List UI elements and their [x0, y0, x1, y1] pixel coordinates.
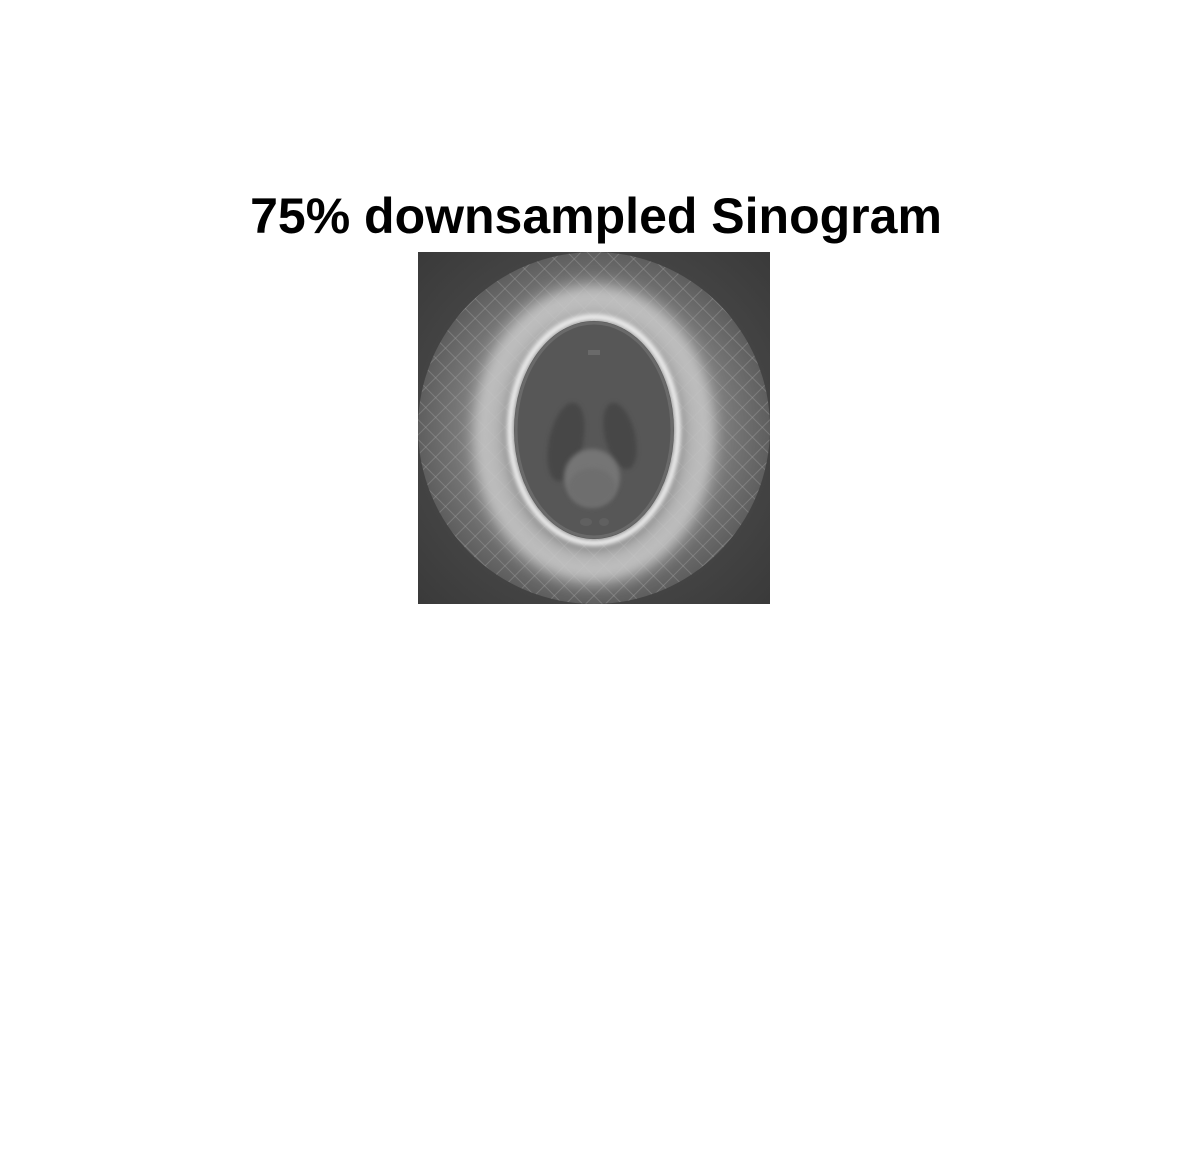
figure-title: 75% downsampled Sinogram — [250, 188, 942, 244]
phantom-image — [418, 252, 770, 604]
reconstruction-image — [418, 252, 770, 604]
right-lobe — [603, 402, 637, 470]
skull-ring — [507, 314, 681, 546]
top-marker — [588, 350, 600, 355]
brain-interior — [514, 321, 674, 539]
